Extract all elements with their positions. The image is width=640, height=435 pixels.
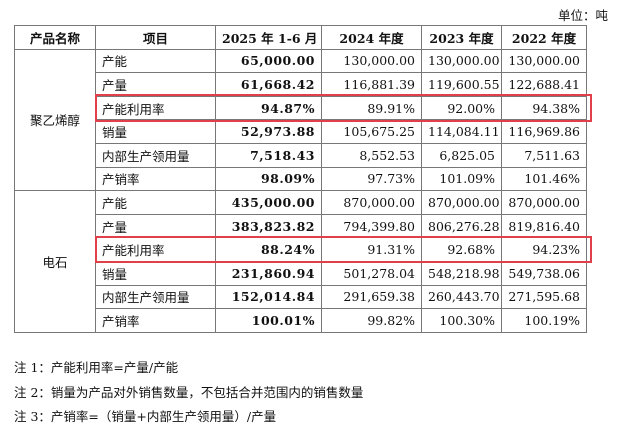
- value-cell: 435,000.00: [215, 190, 322, 215]
- value-cell: 548,218.98: [421, 260, 502, 286]
- value-cell: 91.31%: [321, 237, 422, 262]
- item-cell: 销量: [95, 260, 216, 286]
- table-row: 产能利用率 94.87% 89.91% 92.00% 94.38%: [15, 95, 587, 121]
- header-cell: 2022 年度: [501, 25, 587, 50]
- value-cell: 152,014.84: [215, 284, 322, 310]
- item-cell: 产销率: [95, 166, 216, 192]
- value-cell: 116,969.86: [501, 119, 587, 144]
- value-cell: 98.09%: [215, 166, 322, 192]
- value-cell: 99.82%: [321, 308, 422, 333]
- value-cell: 549,738.06: [501, 260, 587, 286]
- group-name: 电石: [14, 190, 96, 333]
- table-body: 聚乙烯醇 产能 65,000.00 130,000.00 130,000.00 130,0…: [14, 48, 587, 333]
- value-cell: 97.73%: [321, 166, 422, 192]
- value-cell: 101.46%: [501, 166, 587, 192]
- value-cell: 870,000.00: [501, 190, 587, 215]
- header-cell: 2025 年 1-6 月: [215, 25, 322, 50]
- item-cell: 产销率: [95, 308, 216, 333]
- value-cell: 116,881.39: [321, 72, 422, 97]
- table-row: 产销率 98.09% 97.73% 101.09% 101.46%: [15, 166, 587, 192]
- data-table: 产品名称 项目 2025 年 1-6 月 2024 年度 2023 年度 2022 年度 …: [14, 25, 587, 333]
- table-row: 聚乙烯醇 产能 65,000.00 130,000.00 130,000.00 130,0…: [14, 48, 587, 192]
- header-cell: 项目: [95, 25, 216, 50]
- header-cell: 2024 年度: [321, 25, 422, 50]
- header-cell: 2023 年度: [421, 25, 502, 50]
- value-cell: 119,600.55: [421, 72, 502, 97]
- value-cell: 89.91%: [321, 95, 422, 121]
- table-row: 内部生产领用量 152,014.84 291,659.38 260,443.70 271…: [15, 284, 587, 310]
- value-cell: 130,000.00: [501, 48, 587, 74]
- item-cell: 销量: [95, 119, 216, 144]
- value-cell: 61,668.42: [215, 72, 322, 97]
- table-row: 电石 产能 435,000.00 870,000.00 870,000.00 870,00…: [14, 190, 587, 333]
- item-cell: 内部生产领用量: [95, 284, 216, 310]
- value-cell: 100.19%: [501, 308, 587, 333]
- item-cell: 产能利用率: [95, 237, 216, 262]
- value-cell: 291,659.38: [321, 284, 422, 310]
- table-row: 销量 52,973.88 105,675.25 114,084.11 116,969.8…: [15, 119, 587, 144]
- value-cell: 92.68%: [421, 237, 502, 262]
- value-cell: 94.23%: [501, 237, 587, 262]
- item-cell: 内部生产领用量: [95, 142, 216, 168]
- value-cell: 65,000.00: [215, 48, 322, 74]
- value-cell: 94.87%: [215, 95, 322, 121]
- item-cell: 产能利用率: [95, 95, 216, 121]
- value-cell: 94.38%: [501, 95, 587, 121]
- value-cell: 92.00%: [421, 95, 502, 121]
- header-cell: 产品名称: [14, 25, 96, 50]
- value-cell: 7,518.43: [215, 142, 322, 168]
- notes: 注 1：产能利用率=产量/产能注 2：销量为产品对外销售数量，不包括合并范围内的…: [14, 356, 363, 430]
- value-cell: 870,000.00: [321, 190, 422, 215]
- unit-label: 单位：吨: [557, 8, 608, 23]
- note: 注 3：产销率=（销量+内部生产领用量）/产量: [14, 409, 277, 424]
- value-cell: 100.30%: [421, 308, 502, 333]
- value-cell: 101.09%: [421, 166, 502, 192]
- value-cell: 6,825.05: [421, 142, 502, 168]
- value-cell: 271,595.68: [501, 284, 587, 310]
- item-cell: 产量: [95, 72, 216, 97]
- table-row: 产量 383,823.82 794,399.80 806,276.28 819,816.…: [15, 213, 587, 239]
- table-row: 产量 61,668.42 116,881.39 119,600.55 122,688.4…: [15, 72, 587, 97]
- value-cell: 260,443.70: [421, 284, 502, 310]
- value-cell: 806,276.28: [421, 213, 502, 239]
- group-name: 聚乙烯醇: [14, 48, 96, 192]
- value-cell: 794,399.80: [321, 213, 422, 239]
- value-cell: 114,084.11: [421, 119, 502, 144]
- value-cell: 105,675.25: [321, 119, 422, 144]
- table-row: 内部生产领用量 7,518.43 8,552.53 6,825.05 7,511.63: [15, 142, 587, 168]
- value-cell: 7,511.63: [501, 142, 587, 168]
- value-cell: 383,823.82: [215, 213, 322, 239]
- item-cell: 产能: [95, 48, 216, 74]
- note: 注 1：产能利用率=产量/产能: [14, 360, 179, 375]
- item-cell: 产能: [95, 190, 216, 215]
- value-cell: 8,552.53: [321, 142, 422, 168]
- value-cell: 870,000.00: [421, 190, 502, 215]
- note: 注 2：销量为产品对外销售数量，不包括合并范围内的销售数量: [14, 384, 364, 400]
- header-row: 产品名称 项目 2025 年 1-6 月 2024 年度 2023 年度 2022 年度: [14, 25, 587, 50]
- value-cell: 130,000.00: [421, 48, 502, 74]
- table-row: 销量 231,860.94 501,278.04 548,218.98 549,738.…: [15, 260, 587, 286]
- value-cell: 52,973.88: [215, 119, 322, 144]
- value-cell: 130,000.00: [321, 48, 422, 74]
- value-cell: 122,688.41: [501, 72, 587, 97]
- value-cell: 88.24%: [215, 237, 322, 262]
- table-row: 产销率 100.01% 99.82% 100.30% 100.19%: [15, 308, 587, 333]
- value-cell: 100.01%: [215, 308, 322, 333]
- table-row: 产能利用率 88.24% 91.31% 92.68% 94.23%: [15, 237, 587, 262]
- value-cell: 501,278.04: [321, 260, 422, 286]
- item-cell: 产量: [95, 213, 216, 239]
- value-cell: 231,860.94: [215, 260, 322, 286]
- value-cell: 819,816.40: [501, 213, 587, 239]
